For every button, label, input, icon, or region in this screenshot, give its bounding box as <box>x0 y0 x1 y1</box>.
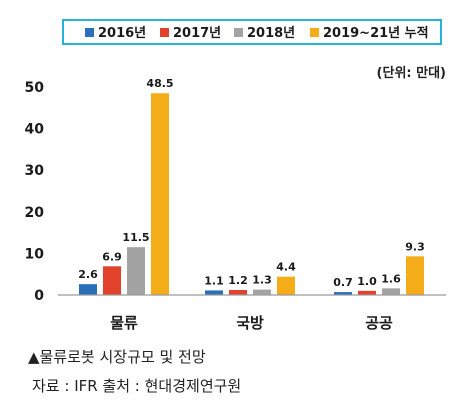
data-label: 48.5 <box>146 77 173 90</box>
bar <box>79 284 97 295</box>
bar <box>205 290 223 295</box>
legend-entry: 2016년 <box>98 26 146 41</box>
bar <box>253 289 271 295</box>
x-tick-label: 공공 <box>365 314 393 332</box>
data-label: 11.5 <box>122 231 149 244</box>
bar-chart: 2016년 2017년 2018년 2019~21년 누적 (단위: 만대) 0 10 2… <box>25 19 446 332</box>
legend-entry: 2019~21년 누적 <box>323 25 429 41</box>
legend-box <box>62 19 442 45</box>
bar <box>277 276 295 295</box>
bar-series: 2.6 6.911.5 48.5 1.1 1.2 1.3 4.4 0.7 1.0 1.6 9.3 <box>78 77 425 296</box>
data-label: 1.6 <box>381 272 401 285</box>
x-tick-label: 물류 <box>110 314 138 332</box>
y-tick-label: 50 <box>25 80 45 96</box>
data-label: 2.6 <box>78 268 98 281</box>
data-label: 1.1 <box>204 274 224 287</box>
bar <box>103 266 121 295</box>
data-label: 4.4 <box>276 261 296 274</box>
y-axis: 0 10 20 30 40 50 <box>25 80 45 304</box>
unit-label: (단위: 만대) <box>377 65 446 81</box>
legend-swatch <box>310 28 319 37</box>
figure-caption: ▲물류로봇 시장규모 및 전망 <box>28 348 206 366</box>
bar <box>382 288 400 295</box>
data-label: 1.0 <box>357 275 377 288</box>
data-label: 9.3 <box>405 240 425 253</box>
data-label: 6.9 <box>102 250 122 263</box>
data-label: 1.3 <box>252 274 272 287</box>
legend-swatch <box>160 28 169 37</box>
chart-legend: 2016년 2017년 2018년 2019~21년 누적 <box>62 19 442 45</box>
legend-swatch <box>234 28 243 37</box>
data-label: 1.2 <box>228 274 248 287</box>
legend-entry: 2018년 <box>247 26 295 41</box>
x-tick-label: 국방 <box>236 314 264 332</box>
y-tick-label: 0 <box>34 288 44 304</box>
bar <box>229 290 247 295</box>
y-tick-label: 10 <box>25 246 45 262</box>
legend-entry: 2017년 <box>173 26 221 41</box>
bar <box>334 292 352 295</box>
x-axis: 물류 국방 공공 <box>58 294 446 332</box>
y-tick-label: 40 <box>25 122 45 138</box>
source-caption: 자료 : IFR 출처 : 현대경제연구원 <box>32 377 242 395</box>
bar <box>127 247 145 295</box>
bar <box>406 256 424 295</box>
legend-swatch <box>85 28 94 37</box>
bar <box>151 93 169 296</box>
y-tick-label: 20 <box>25 205 45 221</box>
y-tick-label: 30 <box>25 163 45 179</box>
data-label: 0.7 <box>333 276 353 289</box>
bar <box>358 290 376 295</box>
